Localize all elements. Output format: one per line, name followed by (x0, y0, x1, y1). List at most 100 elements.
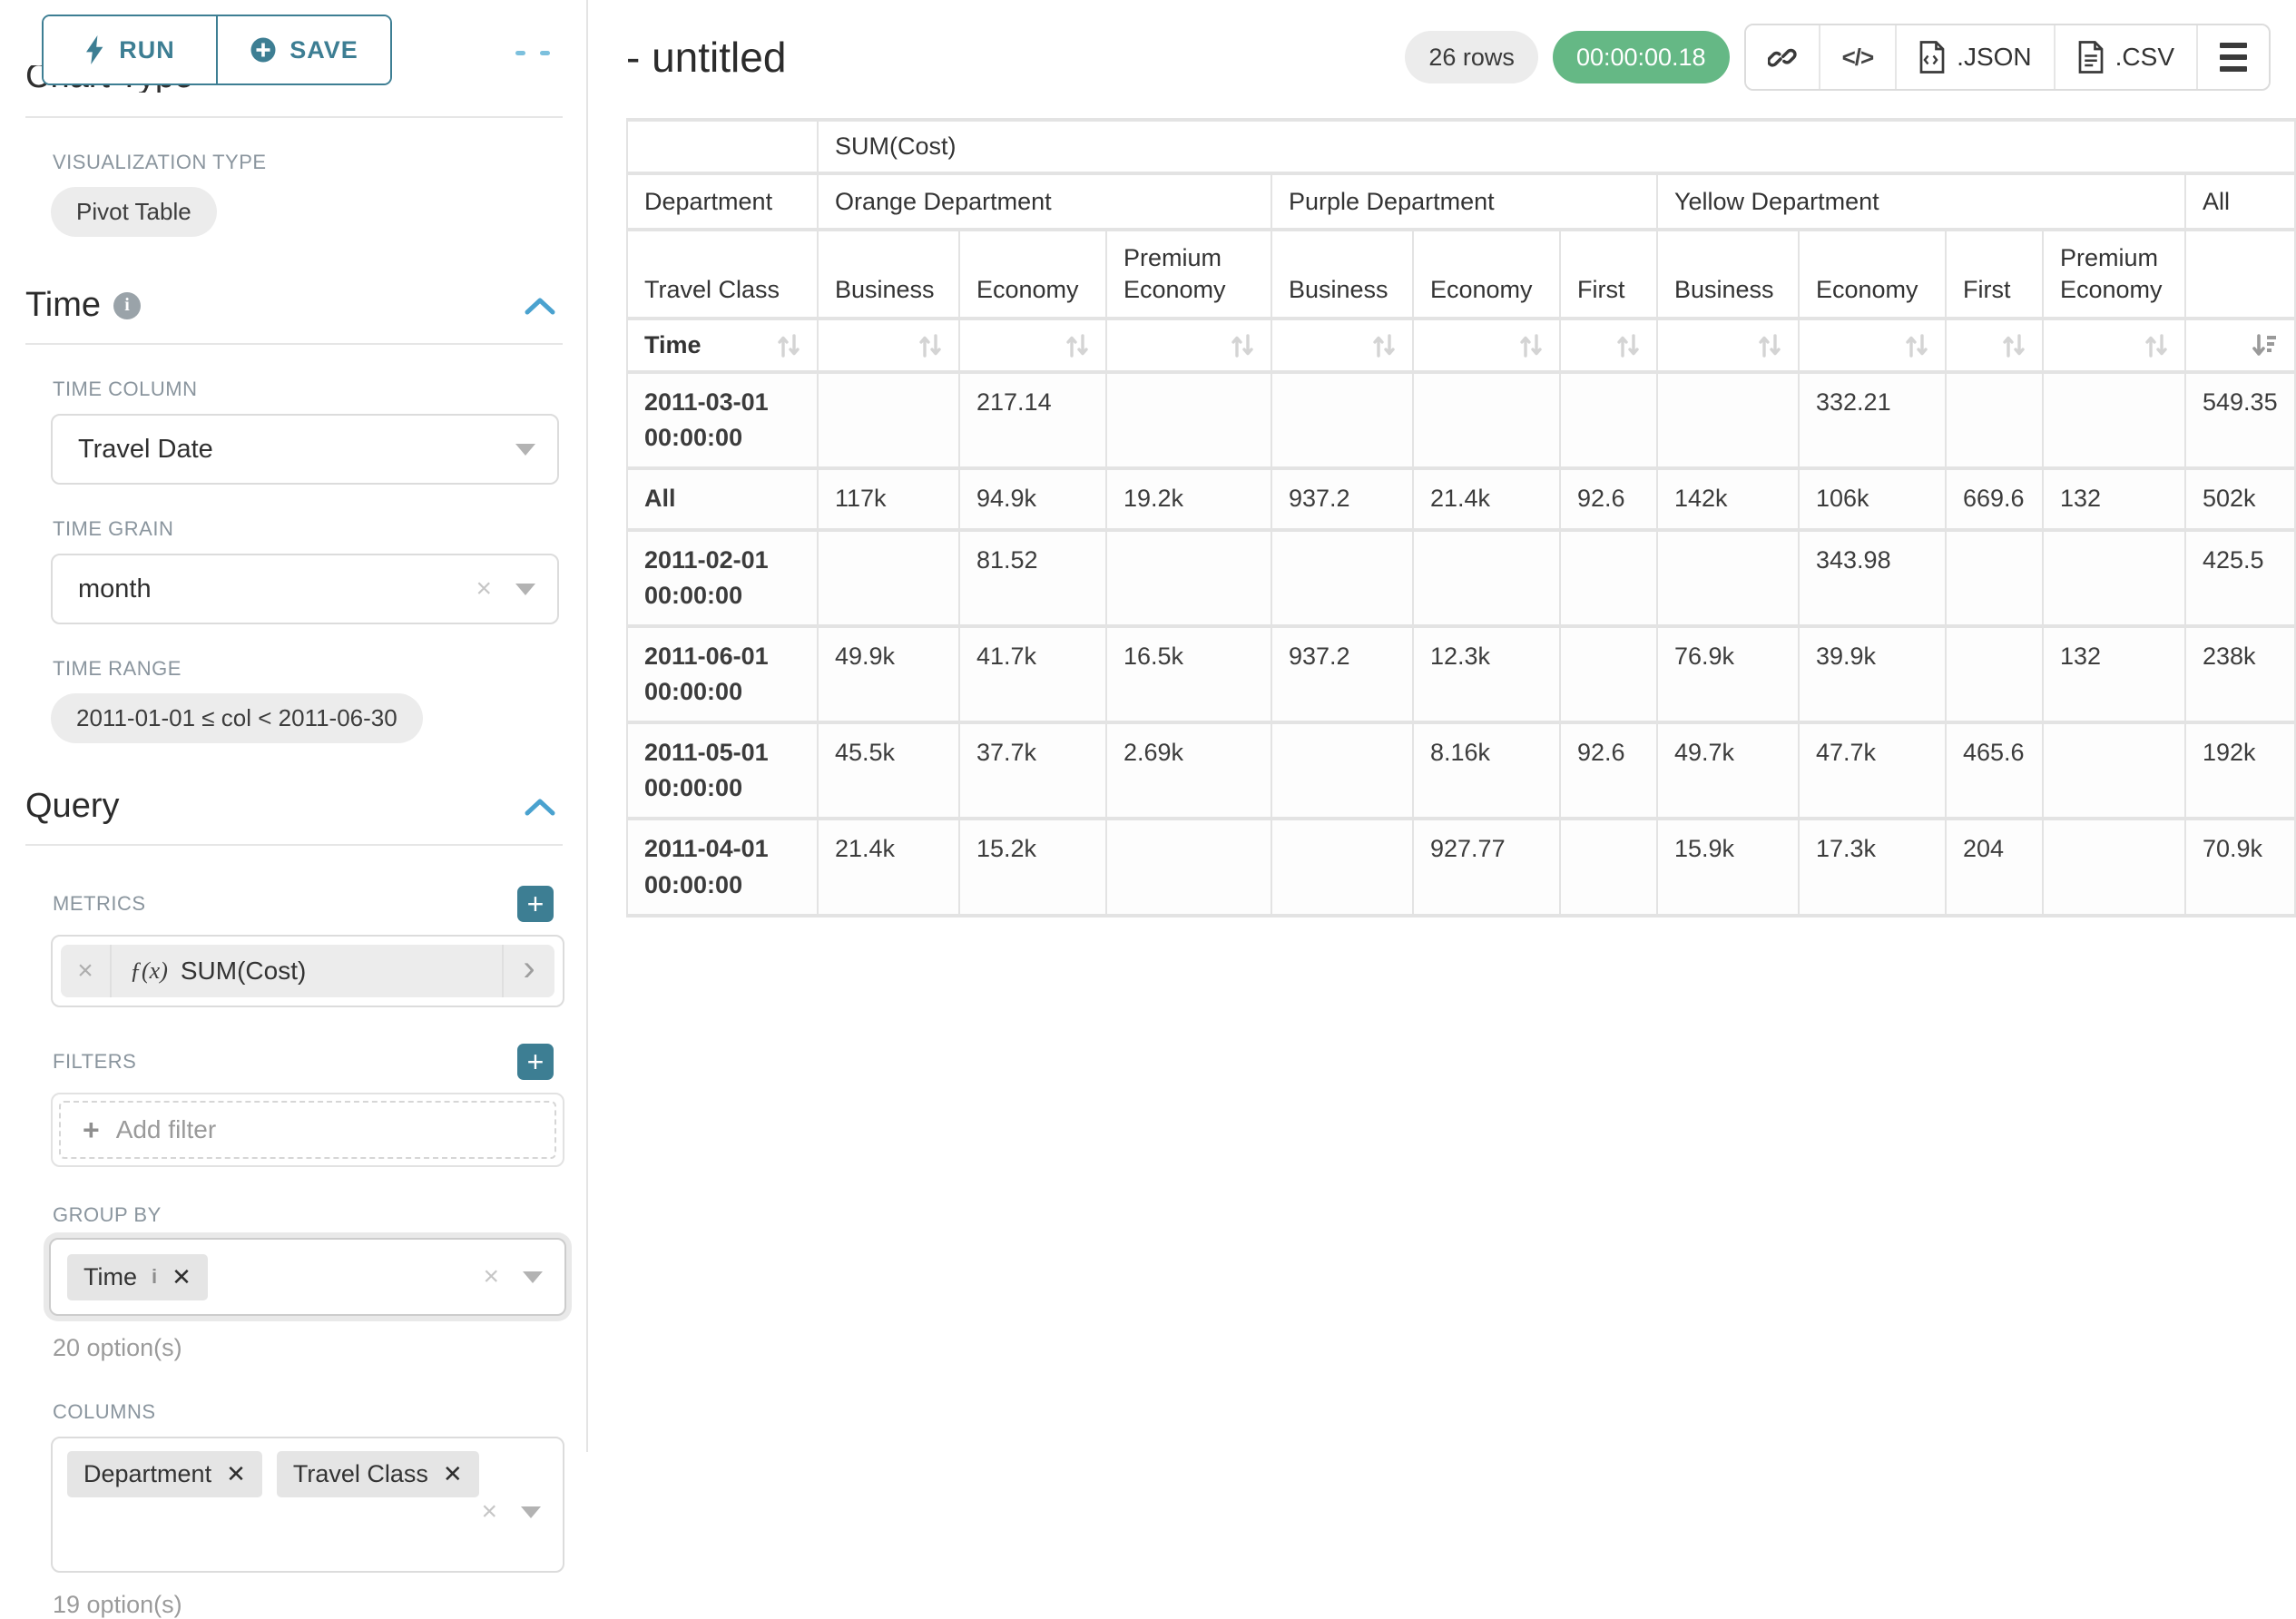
value-cell (1561, 531, 1656, 624)
time-grain-value: month (78, 574, 152, 603)
metrics-label: METRICS (53, 892, 146, 915)
sort-cell-active (2186, 320, 2294, 371)
col-subheader: Economy (960, 231, 1105, 318)
export-json-button[interactable]: .JSON (1895, 25, 2054, 89)
value-cell: 142k (1658, 470, 1798, 528)
sort-icon[interactable] (2144, 332, 2168, 359)
value-cell: 37.7k (960, 724, 1105, 818)
clear-icon[interactable]: × (481, 1496, 497, 1526)
col-group-header: Purple Department (1272, 175, 1656, 228)
value-cell (1561, 627, 1656, 721)
col-subheader: Business (819, 231, 958, 318)
value-cell: 132 (2044, 470, 2184, 528)
col-subheader (2186, 231, 2294, 318)
metric-item[interactable]: × ƒ(x) SUM(Cost) › (61, 945, 554, 997)
value-cell (2044, 820, 2184, 914)
sort-icon[interactable] (1231, 332, 1254, 359)
value-cell (1658, 531, 1798, 624)
value-cell (1107, 374, 1271, 467)
run-button[interactable]: RUN (44, 16, 216, 83)
clear-icon[interactable]: × (483, 1261, 499, 1291)
time-range-value[interactable]: 2011-01-01 ≤ col < 2011-06-30 (51, 693, 423, 743)
sort-icon[interactable] (918, 332, 942, 359)
sort-icon[interactable] (1519, 332, 1543, 359)
value-cell: 217.14 (960, 374, 1105, 467)
metric-header-cell: SUM(Cost) (819, 122, 2294, 172)
value-cell: 425.5 (2186, 531, 2294, 624)
chevron-up-icon[interactable] (525, 798, 555, 816)
columns-select[interactable]: Department ✕ Travel Class ✕ × (51, 1437, 564, 1573)
sort-row-label-cell: Time (628, 320, 817, 371)
metric-name: SUM(Cost) (180, 957, 307, 985)
chevron-right-icon[interactable]: › (502, 945, 554, 997)
caret-down-icon (515, 443, 535, 456)
value-cell (2044, 374, 2184, 467)
value-cell (1272, 724, 1412, 818)
col-subheader: First (1947, 231, 2042, 318)
sort-icon[interactable] (1905, 332, 1928, 359)
value-cell (1272, 531, 1412, 624)
col-dimension-label: Department (628, 175, 817, 228)
sort-icon[interactable] (1616, 332, 1640, 359)
save-button[interactable]: SAVE (216, 16, 390, 83)
sort-icon[interactable] (1372, 332, 1396, 359)
visualization-type-value[interactable]: Pivot Table (51, 187, 217, 237)
sort-cell (1800, 320, 1945, 371)
columns-label: COLUMNS (53, 1400, 156, 1423)
share-link-button[interactable] (1745, 25, 1819, 89)
sort-icon[interactable] (1065, 332, 1089, 359)
export-csv-button[interactable]: .CSV (2053, 25, 2196, 89)
value-cell: 21.4k (819, 820, 958, 914)
row-label: 2011-02-01 00:00:00 (628, 531, 817, 624)
col-subheader: Economy (1414, 231, 1559, 318)
csv-button-label: .CSV (2114, 43, 2174, 71)
value-cell: 937.2 (1272, 470, 1412, 528)
value-cell (1561, 820, 1656, 914)
value-cell: 502k (2186, 470, 2294, 528)
menu-button[interactable] (2196, 25, 2269, 89)
json-file-icon (1919, 41, 1945, 74)
remove-tag-icon[interactable]: ✕ (442, 1460, 463, 1487)
caret-down-icon (523, 1271, 543, 1283)
sort-icon[interactable] (1758, 332, 1781, 359)
view-query-button[interactable]: </> (1818, 25, 1896, 89)
value-cell (2044, 724, 2184, 818)
add-filter-button[interactable]: + Add filter (59, 1101, 556, 1159)
col-group-header: Orange Department (819, 175, 1271, 228)
group-by-tag-time: Time i ✕ (67, 1253, 208, 1300)
time-column-select[interactable]: Travel Date (51, 414, 559, 485)
visualization-type-label: VISUALIZATION TYPE (53, 151, 267, 173)
add-filter-plus-button[interactable]: + (517, 1044, 554, 1080)
chart-type-collapse-icon[interactable] (515, 51, 550, 55)
sort-descending-icon[interactable] (2251, 332, 2278, 359)
value-cell: 41.7k (960, 627, 1105, 721)
value-cell: 927.77 (1414, 820, 1559, 914)
value-cell (1947, 627, 2042, 721)
value-cell: 132 (2044, 627, 2184, 721)
value-cell: 937.2 (1272, 627, 1412, 721)
remove-metric-icon[interactable]: × (61, 945, 112, 997)
chart-title[interactable]: - untitled (626, 34, 787, 81)
value-cell: 16.5k (1107, 627, 1271, 721)
row-count-badge: 26 rows (1405, 31, 1538, 83)
sort-cell (1107, 320, 1271, 371)
value-cell: 192k (2186, 724, 2294, 818)
add-metric-button[interactable]: + (517, 886, 554, 922)
sort-icon[interactable] (2002, 332, 2026, 359)
chevron-up-icon[interactable] (525, 297, 555, 315)
time-section-title: Time (25, 286, 102, 324)
remove-tag-icon[interactable]: ✕ (226, 1460, 246, 1487)
sort-cell (2044, 320, 2184, 371)
row3-dimension-label: Travel Class (628, 231, 817, 318)
remove-tag-icon[interactable]: ✕ (172, 1262, 191, 1290)
time-grain-select[interactable]: month × (51, 554, 559, 624)
caret-down-icon (515, 583, 535, 595)
col-group-header: All (2186, 175, 2294, 228)
sort-icon[interactable] (777, 332, 800, 359)
group-by-select[interactable]: Time i ✕ × (49, 1238, 566, 1316)
info-icon: i (152, 1265, 158, 1288)
control-panel-sidebar: RUN SAVE Chart Type VISUALIZATION TYPE P… (0, 0, 588, 1618)
filters-control: + Add filter (51, 1093, 564, 1167)
clear-icon[interactable]: × (476, 574, 492, 603)
corner-cell (628, 122, 817, 172)
